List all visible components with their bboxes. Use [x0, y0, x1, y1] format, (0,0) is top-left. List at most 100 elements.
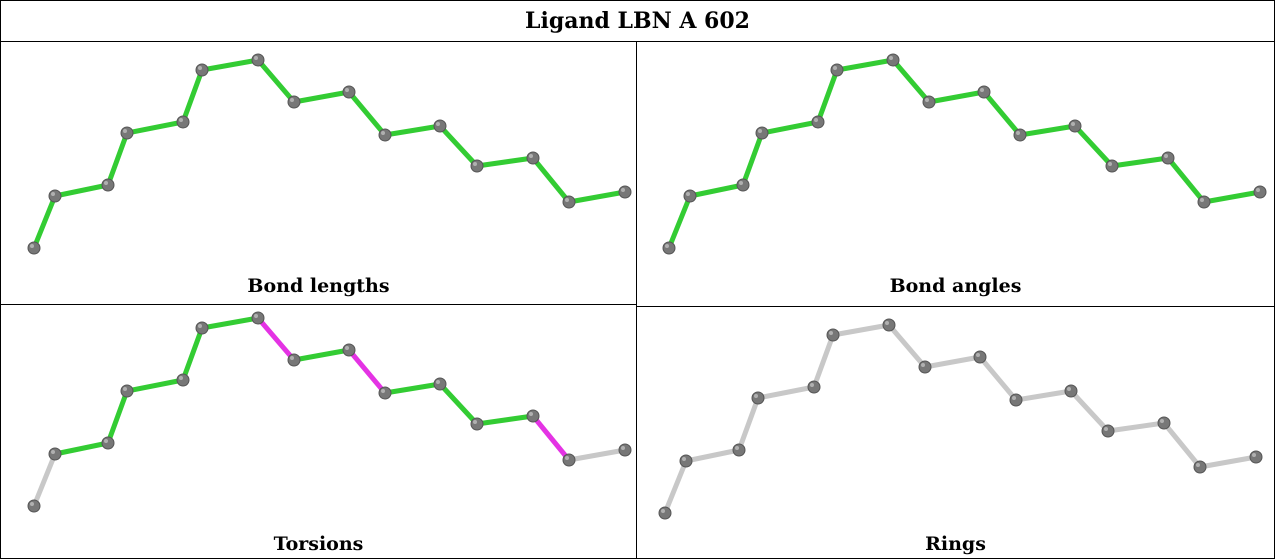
atom [1249, 450, 1263, 464]
bond-ok [474, 155, 536, 169]
atom [1009, 393, 1023, 407]
molecule-structure-bond-angles [662, 53, 1267, 255]
atom-highlight [381, 131, 385, 135]
atom [470, 159, 484, 173]
bond-ok [31, 193, 58, 251]
bond-ok [981, 89, 1023, 138]
atom [826, 328, 840, 342]
atom [470, 417, 484, 431]
bond-neutral [1161, 420, 1203, 470]
bond-neutral [1013, 388, 1074, 403]
atom [618, 443, 632, 457]
atom [48, 447, 62, 461]
atom [755, 126, 769, 140]
bond-ok [666, 193, 693, 251]
atom [48, 189, 62, 203]
atom-highlight [436, 122, 440, 126]
atom [662, 241, 676, 255]
atom-highlight [179, 118, 183, 122]
bond-ok [474, 413, 536, 427]
bond-outlier [530, 413, 572, 463]
bond-ok [759, 119, 821, 136]
atom [433, 119, 447, 133]
atom-highlight [976, 353, 980, 357]
bond-ok [52, 440, 111, 457]
atom-highlight [686, 192, 690, 196]
atom [683, 189, 697, 203]
bond-ok [124, 377, 186, 394]
atom-highlight [51, 450, 55, 454]
atom [1161, 151, 1175, 165]
bond-neutral [811, 332, 836, 390]
panel-label-rings: Rings [925, 533, 986, 555]
atom-highlight [1108, 162, 1112, 166]
bond-neutral [755, 384, 817, 401]
atom [1105, 159, 1119, 173]
bond-neutral [886, 322, 928, 370]
atom [830, 63, 844, 77]
atom-highlight [1256, 188, 1260, 192]
bond-ok [834, 57, 896, 73]
divider-rows-right [636, 306, 1275, 307]
atom [618, 185, 632, 199]
bond-ok [255, 57, 297, 105]
atom-highlight [565, 456, 569, 460]
panel-bond-angles: Bond angles [637, 42, 1274, 306]
bond-ok [815, 67, 840, 125]
atom [658, 506, 672, 520]
atom [736, 178, 750, 192]
bond-ok [105, 130, 130, 188]
atom [101, 178, 115, 192]
atom [886, 53, 900, 67]
bond-neutral [830, 322, 892, 338]
atom [27, 241, 41, 255]
atom-highlight [885, 321, 889, 325]
atom [977, 85, 991, 99]
bond-ok [437, 123, 480, 169]
atom [120, 384, 134, 398]
atom [120, 126, 134, 140]
bond-neutral [683, 447, 742, 464]
atom-highlight [198, 324, 202, 328]
atom [176, 373, 190, 387]
atom [378, 386, 392, 400]
atom-highlight [814, 118, 818, 122]
panel-rings: Rings [637, 307, 1274, 558]
atom [922, 95, 936, 109]
atom [287, 353, 301, 367]
atom [1101, 424, 1115, 438]
atom [287, 95, 301, 109]
atom-highlight [735, 446, 739, 450]
atom-highlight [290, 98, 294, 102]
atom-highlight [104, 181, 108, 185]
atom-highlight [179, 376, 183, 380]
bond-ok [926, 89, 987, 105]
molecule-structure-rings [658, 318, 1263, 520]
bond-neutral [1197, 454, 1259, 470]
bond-ok [199, 57, 261, 73]
atom-highlight [473, 420, 477, 424]
atom-highlight [30, 502, 34, 506]
atom-highlight [889, 56, 893, 60]
atom [433, 377, 447, 391]
panel-bond-lengths: Bond lengths [1, 42, 636, 304]
atom-highlight [30, 244, 34, 248]
bond-outlier [255, 315, 297, 363]
atom-highlight [925, 98, 929, 102]
atom [526, 151, 540, 165]
molecule-structure-torsions [27, 311, 632, 513]
atom-highlight [739, 181, 743, 185]
atom-highlight [123, 129, 127, 133]
atom-highlight [254, 56, 258, 60]
atom-highlight [1016, 131, 1020, 135]
bond-ok [105, 388, 130, 446]
atom [1068, 119, 1082, 133]
divider-rows-left [0, 304, 636, 305]
atom-highlight [565, 198, 569, 202]
atom [811, 115, 825, 129]
atom [1013, 128, 1027, 142]
atom-highlight [123, 387, 127, 391]
atom-highlight [290, 356, 294, 360]
atom [751, 391, 765, 405]
